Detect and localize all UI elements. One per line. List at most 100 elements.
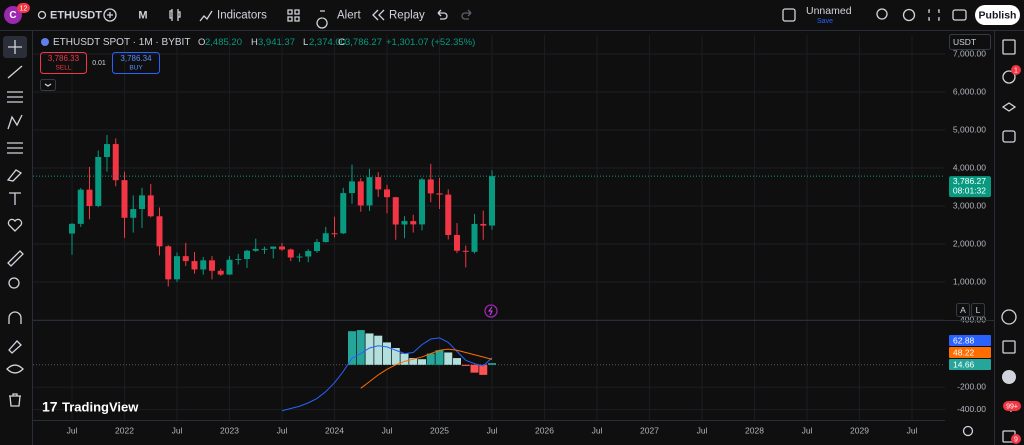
- legend-change: +1,301.07 (+52.35%): [386, 37, 475, 48]
- candle-body: [287, 249, 294, 258]
- avatar[interactable]: [4, 6, 22, 24]
- y-tick-label: 1,000.00: [953, 276, 986, 286]
- forecast-tool[interactable]: [7, 142, 23, 154]
- candle-body: [392, 197, 399, 225]
- x-tick-label: Jul: [382, 425, 393, 435]
- auto-scale: A: [960, 305, 966, 315]
- candle-body: [130, 209, 137, 218]
- histogram-bar: [383, 342, 391, 365]
- fullscreen-icon[interactable]: [928, 9, 940, 21]
- trendline-tool[interactable]: [7, 65, 23, 79]
- pattern-tool[interactable]: [7, 114, 23, 130]
- candle-body: [182, 256, 189, 262]
- macd-value-box: [949, 335, 991, 346]
- indicators-icon[interactable]: [199, 10, 213, 22]
- macd-value: 14.66: [953, 359, 975, 369]
- time-axis-settings[interactable]: [962, 425, 974, 437]
- candle-body: [235, 259, 242, 261]
- data-window-icon[interactable]: [1001, 102, 1017, 112]
- alert-icon[interactable]: [316, 10, 328, 29]
- histogram-bar: [400, 353, 409, 365]
- candle-body: [427, 179, 434, 194]
- indicators[interactable]: Indicators: [217, 10, 267, 22]
- candle-body: [244, 250, 250, 260]
- x-tick-label: 2028: [745, 425, 764, 435]
- layout-name[interactable]: Unnamed: [806, 5, 852, 17]
- candle-body: [305, 251, 312, 257]
- chat-icon[interactable]: [1002, 130, 1016, 143]
- buy-label: BUY: [129, 65, 143, 72]
- chart-type-icon[interactable]: [169, 9, 181, 21]
- auto-scale-button[interactable]: [956, 303, 970, 317]
- legend-title: ETHUSDT SPOT · 1M · BYBIT: [53, 37, 190, 48]
- candle-body: [340, 193, 347, 234]
- x-tick-label: Jul: [802, 425, 813, 435]
- legend-h: 3,941.37: [258, 37, 295, 48]
- x-tick-label: 2027: [640, 425, 659, 435]
- histogram-bar: [391, 348, 400, 365]
- magnet-tool[interactable]: [8, 311, 22, 324]
- countdown: 08:01:32: [953, 185, 986, 195]
- candle-body: [209, 260, 215, 271]
- remove-tool[interactable]: [9, 393, 21, 407]
- legend-c: 3,786.27: [345, 37, 382, 48]
- y-tick-label: 2,000.00: [953, 238, 986, 248]
- candle-body: [419, 179, 425, 225]
- layouts-icon[interactable]: [287, 9, 300, 22]
- draw-mode-tool[interactable]: [8, 340, 22, 354]
- candle-body: [375, 177, 382, 190]
- targets-icon[interactable]: [1001, 309, 1017, 325]
- streams-badge: [1003, 401, 1021, 411]
- candle-body: [95, 156, 102, 206]
- replay-icon[interactable]: [372, 9, 385, 21]
- macd-value: 62.88: [953, 335, 975, 345]
- candle-body: [384, 189, 390, 198]
- publish-button[interactable]: [975, 5, 1020, 25]
- candle-body: [436, 193, 443, 195]
- redo-icon[interactable]: [461, 9, 472, 20]
- snapshot-icon[interactable]: [952, 9, 967, 21]
- text-tool[interactable]: [9, 192, 21, 205]
- y-tick-label: 5,000.00: [953, 124, 986, 134]
- candle-body: [112, 144, 119, 181]
- settings-icon[interactable]: [902, 8, 916, 22]
- avatar-badge-text: 12: [20, 5, 28, 12]
- sell-button[interactable]: [40, 52, 87, 74]
- calendar-icon[interactable]: [1002, 340, 1016, 354]
- log-scale-button[interactable]: [971, 303, 985, 317]
- x-tick-label: Jul: [67, 425, 78, 435]
- brush-tool[interactable]: [6, 169, 23, 182]
- interval[interactable]: M: [138, 9, 147, 21]
- alerts-icon[interactable]: [1002, 70, 1016, 84]
- visibility-tool[interactable]: [6, 364, 24, 374]
- x-tick-label: Jul: [697, 425, 708, 435]
- icons-tool[interactable]: [7, 218, 23, 232]
- search-icon[interactable]: [37, 10, 47, 20]
- compare-icon[interactable]: [103, 8, 117, 22]
- watchlist-icon[interactable]: [1002, 39, 1016, 55]
- collapse-legend[interactable]: [40, 79, 56, 91]
- event-marker[interactable]: [484, 304, 498, 318]
- zoom-tool[interactable]: [8, 277, 20, 289]
- candle-body: [121, 180, 128, 218]
- ruler-tool[interactable]: [7, 250, 24, 267]
- macd-value-box: [949, 359, 991, 370]
- undo-icon[interactable]: [437, 9, 448, 20]
- candle-body: [174, 256, 180, 280]
- layout-checkbox[interactable]: [782, 8, 796, 22]
- histogram-bar: [365, 333, 374, 365]
- candle-body: [480, 223, 487, 226]
- alert[interactable]: Alert: [337, 10, 361, 22]
- buy-button[interactable]: [112, 52, 160, 74]
- currency-button[interactable]: [949, 34, 991, 50]
- quick-search-icon[interactable]: [876, 8, 888, 20]
- fib-tool[interactable]: [7, 91, 23, 103]
- symbol[interactable]: ETHUSDT: [50, 9, 102, 21]
- candle-body: [401, 221, 408, 225]
- last-price-box: [949, 176, 991, 198]
- x-tick-label: Jul: [172, 425, 183, 435]
- replay[interactable]: Replay: [389, 10, 425, 22]
- candle-body: [296, 256, 303, 258]
- ideas-icon[interactable]: [1002, 370, 1016, 384]
- crosshair-tool[interactable]: [8, 40, 22, 54]
